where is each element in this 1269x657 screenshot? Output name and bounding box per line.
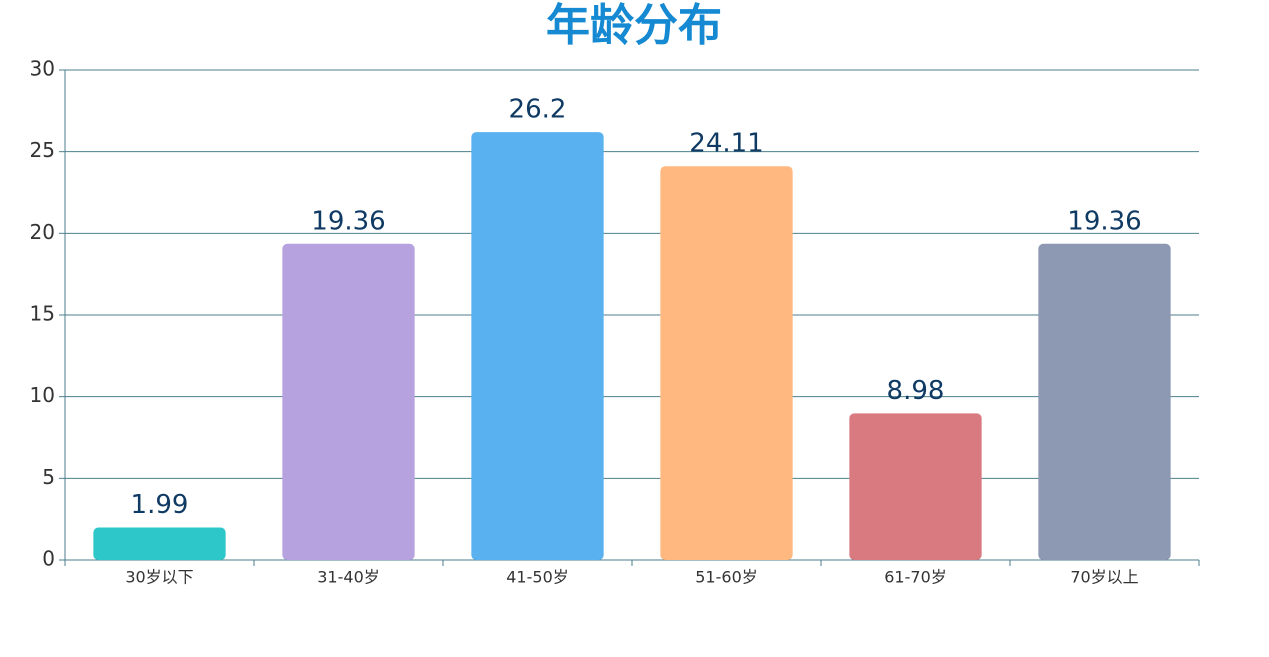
y-tick-label: 0 [42, 547, 55, 571]
y-tick-label: 10 [30, 383, 55, 407]
bar [660, 166, 793, 560]
y-tick-label: 15 [30, 302, 55, 326]
bar [93, 527, 226, 560]
data-label: 8.98 [887, 376, 945, 406]
data-label: 26.2 [509, 95, 567, 125]
x-tick-label: 61-70岁 [884, 568, 947, 587]
data-label: 24.11 [689, 129, 763, 159]
x-tick-label: 41-50岁 [506, 568, 569, 587]
x-tick-label: 31-40岁 [317, 568, 380, 587]
data-label: 19.36 [311, 206, 385, 236]
x-tick-label: 51-60岁 [695, 568, 758, 587]
y-tick-label: 5 [42, 465, 55, 489]
y-tick-label: 25 [30, 138, 55, 162]
y-tick-label: 20 [30, 220, 55, 244]
bar [1038, 243, 1171, 560]
bar [849, 413, 982, 560]
x-tick-label: 70岁以上 [1070, 568, 1138, 587]
bar [282, 243, 415, 560]
bar [471, 132, 604, 561]
x-tick-label: 30岁以下 [125, 568, 193, 587]
data-label: 19.36 [1067, 206, 1141, 236]
y-tick-label: 30 [30, 57, 55, 81]
data-label: 1.99 [131, 490, 189, 520]
chart-title: 年龄分布 [546, 0, 722, 51]
